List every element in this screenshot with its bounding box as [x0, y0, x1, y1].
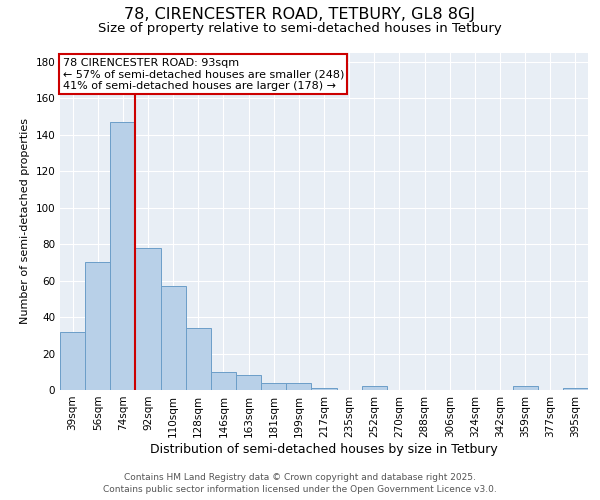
Bar	[60, 332, 85, 390]
Text: 78, CIRENCESTER ROAD, TETBURY, GL8 8GJ: 78, CIRENCESTER ROAD, TETBURY, GL8 8GJ	[125, 8, 476, 22]
Text: Size of property relative to semi-detached houses in Tetbury: Size of property relative to semi-detach…	[98, 22, 502, 35]
Bar	[110, 122, 136, 390]
Bar	[136, 248, 161, 390]
X-axis label: Distribution of semi-detached houses by size in Tetbury: Distribution of semi-detached houses by …	[150, 442, 498, 456]
Text: Contains HM Land Registry data © Crown copyright and database right 2025.
Contai: Contains HM Land Registry data © Crown c…	[103, 472, 497, 494]
Bar	[236, 376, 261, 390]
Bar	[186, 328, 211, 390]
Bar	[261, 382, 286, 390]
Bar	[161, 286, 186, 390]
Bar	[311, 388, 337, 390]
Bar	[286, 382, 311, 390]
Bar	[512, 386, 538, 390]
Bar	[362, 386, 387, 390]
Bar	[85, 262, 110, 390]
Bar	[563, 388, 588, 390]
Y-axis label: Number of semi-detached properties: Number of semi-detached properties	[20, 118, 30, 324]
Text: 78 CIRENCESTER ROAD: 93sqm
← 57% of semi-detached houses are smaller (248)
41% o: 78 CIRENCESTER ROAD: 93sqm ← 57% of semi…	[62, 58, 344, 91]
Bar	[211, 372, 236, 390]
